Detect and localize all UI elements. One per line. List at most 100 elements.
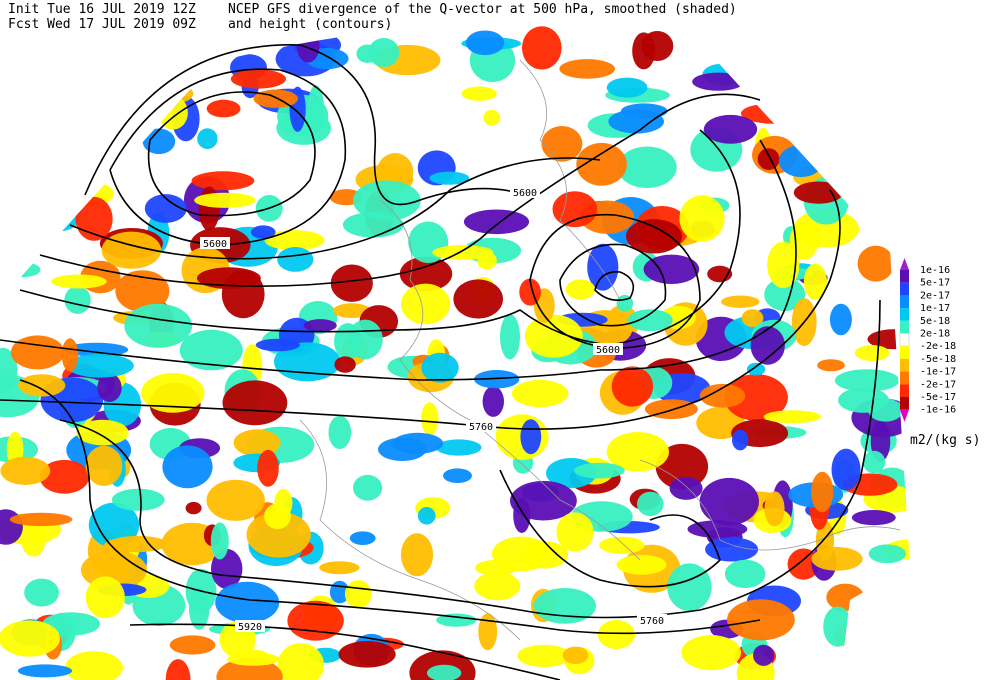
shading-blob [878,47,910,74]
shading-blob [216,658,283,680]
shading-blob [399,256,453,292]
shading-blob [643,254,700,284]
shading-blob [432,245,494,260]
shading-blob [110,98,139,113]
shading-blob [681,635,741,671]
shading-blob [667,563,712,611]
shading-blob [692,72,745,91]
shading-blob [871,27,895,55]
shading-blob [189,587,210,630]
shading-blob [826,583,865,611]
shading-blob [74,116,121,148]
shading-blob [500,314,520,360]
colorbar-swatch [900,308,909,321]
shading-blob [303,319,337,332]
contour-label: 5600 [596,345,620,356]
shading-blob [3,172,45,194]
shading-blob [862,450,886,474]
shading-blob [838,387,889,413]
shading-blob [250,225,276,239]
shading-blob [264,503,291,530]
shading-blob [141,373,205,413]
shading-blob [197,128,218,150]
shading-blob [85,445,123,486]
colorbar-swatch [900,346,909,359]
shading-blob [115,270,170,312]
shading-blob [637,491,664,517]
label-background [593,343,623,355]
shading-blob [179,329,243,371]
shading-blob [65,651,123,680]
shading-blob [421,402,439,436]
shading-blob [870,146,910,178]
shading-blob [522,26,562,70]
shading-blob [191,171,255,191]
shading-blob [111,488,165,511]
shading-blob [517,644,572,668]
shading-blob [401,283,451,325]
shading-blob [787,548,820,580]
shading-blob [521,541,569,569]
coastlines [299,59,901,641]
contour-label: 5920 [238,622,262,633]
shading-blob [556,512,594,552]
colorbar-swatch [900,397,909,410]
shading-blob [215,581,280,624]
shading-blob [426,664,462,680]
colorbar-label: 5e-17 [920,278,950,289]
shading-blob [206,479,265,521]
label-background [510,186,540,198]
shading-blob [724,374,788,421]
shading-blob [57,142,82,159]
shading-blob [61,338,79,372]
shading-blob [253,89,298,108]
shading-blob [453,279,504,319]
shading-blob [741,309,764,327]
shading-blob [319,561,360,575]
shading-blob [338,641,396,668]
init-label: Init Tue 16 JUL 2019 12Z [8,2,196,17]
shading-blob [10,335,65,370]
shading-blob [0,142,32,166]
shading-blob [778,73,836,102]
shading-blob [724,559,766,589]
shading-blob [9,512,73,527]
shading-blob [764,278,806,311]
shading-blob [617,146,677,189]
label-background [466,420,496,432]
shading-blob [854,345,890,361]
colorbar-label: 2e-18 [920,329,950,340]
shading-blob [611,366,654,407]
shading-blob [169,635,216,655]
shading-blob [815,520,835,561]
contour-label: 5600 [513,188,537,199]
shading-blob [461,86,497,101]
colorbar-label: 5e-18 [920,316,950,327]
shading-blob [165,659,191,680]
shading-blob [342,212,404,238]
shading-blob [400,533,434,577]
shading-blob [782,46,825,73]
shading-blob [97,539,131,587]
shading-blob [255,338,300,352]
shading-blob [222,380,288,426]
shading-blob [576,142,627,186]
shading-blob [793,181,844,204]
shading-blob [368,38,400,67]
shading-blob [875,201,910,222]
shading-blob [5,226,26,255]
contour-label: 5760 [469,422,493,433]
shading-blob [597,620,636,649]
shading-blob [330,264,373,302]
colorbar-swatch [900,371,909,385]
height-contours [0,44,881,680]
shading-blob [562,646,589,664]
shading-blob [443,468,472,484]
contour-label: 5600 [203,239,227,250]
shading-blob [344,580,372,609]
shading-blob [626,219,682,254]
shading-blob [746,362,766,376]
shading-blob [599,536,645,554]
shading-blob [142,128,176,155]
